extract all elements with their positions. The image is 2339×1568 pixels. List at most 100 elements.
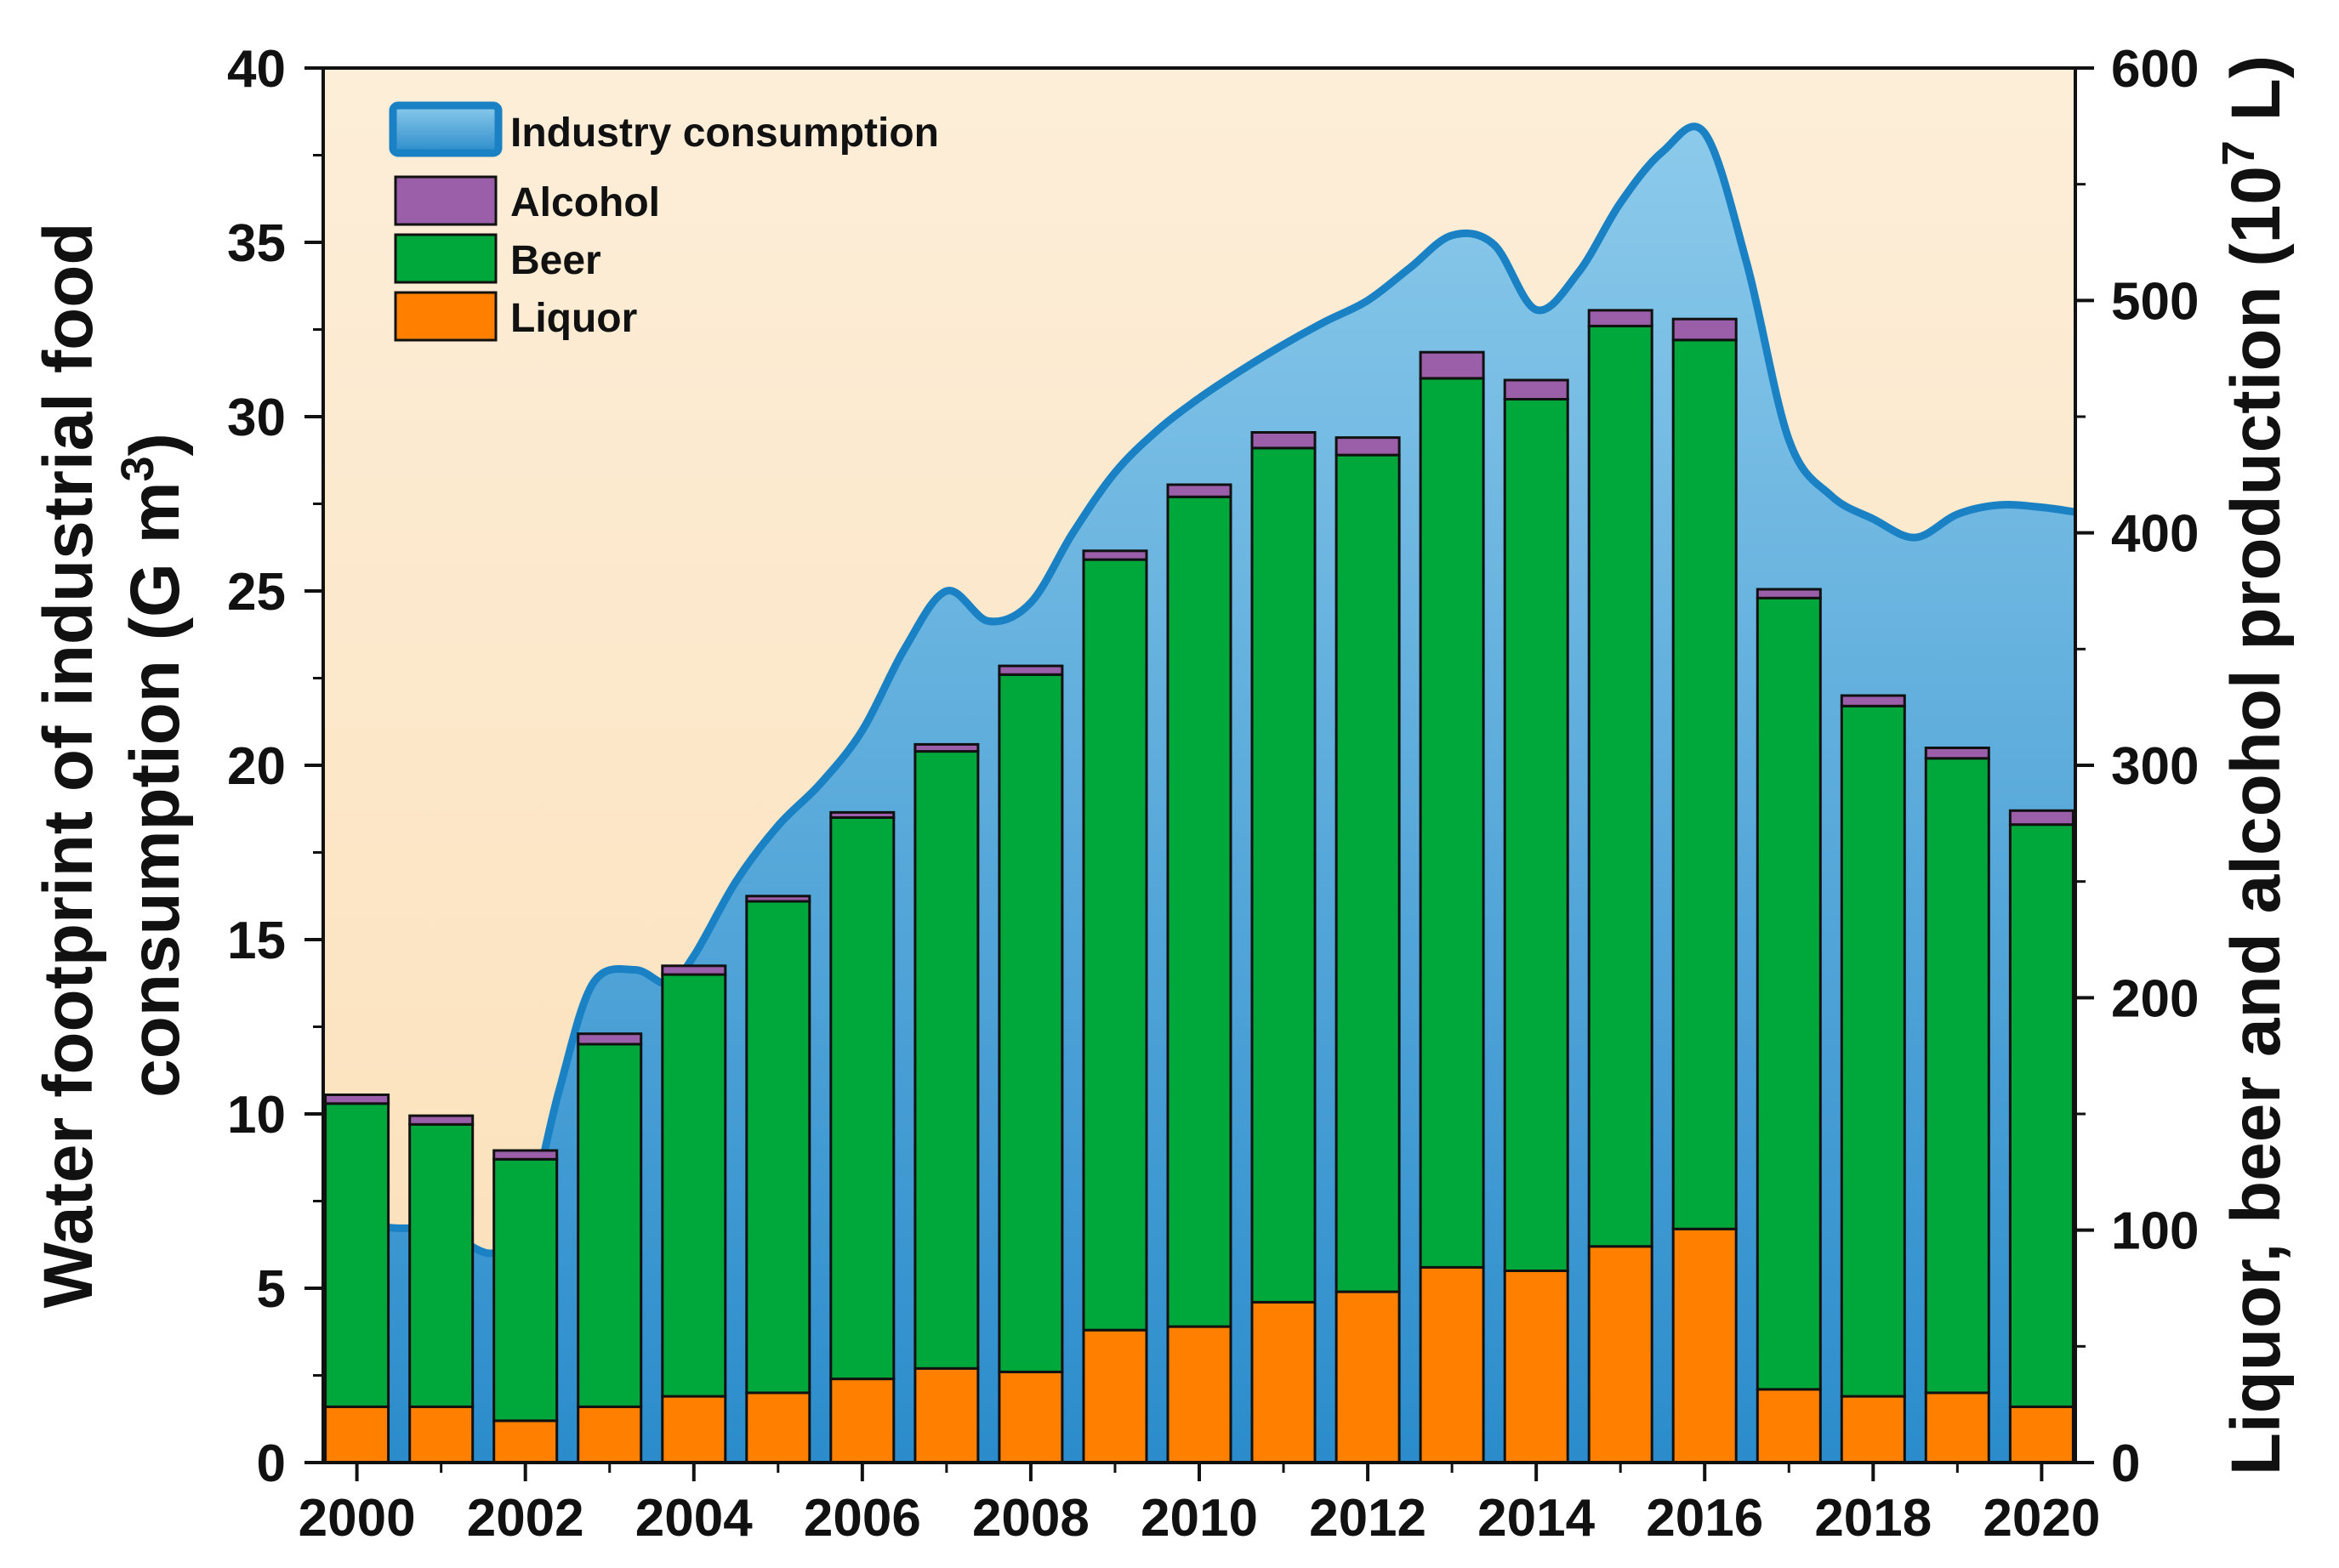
bar-alcohol-2006 <box>829 810 896 820</box>
bar-beer-2000 <box>324 1102 390 1408</box>
y2-tick-label-100: 100 <box>2111 1202 2199 1261</box>
bar-alcohol-2011 <box>1250 431 1317 450</box>
bar-beer-2003 <box>577 1042 643 1408</box>
y-tick-label-0: 0 <box>257 1434 286 1493</box>
bar-beer-2019 <box>1924 757 1990 1395</box>
bar-liquor-2002 <box>492 1419 559 1464</box>
bar-beer-2015 <box>1587 324 1653 1248</box>
bar-alcohol-2008 <box>998 664 1064 676</box>
x-tick-label-2008: 2008 <box>972 1489 1090 1548</box>
bar-beer-2011 <box>1250 446 1317 1304</box>
legend-label-beer: Beer <box>510 238 601 283</box>
bar-liquor-2019 <box>1924 1391 1990 1464</box>
bar-liquor-2020 <box>2008 1405 2074 1464</box>
x-tick-label-2006: 2006 <box>804 1489 921 1548</box>
y-tick-label-30: 30 <box>227 389 286 447</box>
y-tick-label-35: 35 <box>227 214 286 273</box>
y2-tick-label-300: 300 <box>2111 737 2199 796</box>
x-tick-label-2018: 2018 <box>1814 1489 1932 1548</box>
bar-liquor-2001 <box>408 1405 475 1464</box>
bar-liquor-2011 <box>1250 1300 1317 1464</box>
x-tick-label-2010: 2010 <box>1141 1489 1258 1548</box>
legend-swatch-industry <box>389 101 503 157</box>
bar-alcohol-2018 <box>1840 694 1906 707</box>
bar-layer <box>324 309 2074 1464</box>
x-tick-label-2004: 2004 <box>635 1489 753 1548</box>
bar-beer-2010 <box>1166 495 1232 1328</box>
y-tick-label-20: 20 <box>227 737 286 796</box>
bar-alcohol-2019 <box>1924 747 1990 760</box>
bar-alcohol-2013 <box>1419 350 1485 380</box>
legend-label-alcohol: Alcohol <box>510 180 660 225</box>
bar-beer-2017 <box>1756 596 1822 1391</box>
bar-alcohol-2000 <box>324 1094 390 1105</box>
bar-liquor-2004 <box>661 1395 727 1464</box>
y2-tick-label-200: 200 <box>2111 969 2199 1028</box>
bar-liquor-2013 <box>1419 1265 1485 1464</box>
bar-liquor-2015 <box>1587 1245 1653 1464</box>
bar-alcohol-2012 <box>1335 436 1401 457</box>
bar-alcohol-2002 <box>492 1149 559 1161</box>
legend: Industry consumption Alcohol Beer Liquor <box>389 101 939 342</box>
y2-tick-label-500: 500 <box>2111 272 2199 331</box>
bar-beer-2009 <box>1082 558 1148 1332</box>
bar-alcohol-2015 <box>1587 309 1653 327</box>
y-axis-title-line1: Water footprint of industrial food <box>30 223 107 1309</box>
bar-beer-2001 <box>408 1122 475 1408</box>
y-tick-label-15: 15 <box>227 912 286 970</box>
bar-alcohol-2009 <box>1082 549 1148 561</box>
legend-swatch-beer <box>394 233 498 284</box>
bar-alcohol-2020 <box>2008 809 2074 827</box>
bar-liquor-2006 <box>829 1378 896 1464</box>
y-axis-title-line2: consumption (G m3) <box>112 433 194 1098</box>
y-tick-label-40: 40 <box>227 40 286 99</box>
industry-area-line <box>323 122 2075 1258</box>
bar-alcohol-2014 <box>1503 378 1569 401</box>
bar-beer-2007 <box>913 750 980 1370</box>
bar-liquor-2016 <box>1671 1227 1738 1464</box>
bar-beer-2014 <box>1503 398 1569 1272</box>
bar-alcohol-2001 <box>408 1114 475 1126</box>
x-tick-label-2012: 2012 <box>1309 1489 1426 1548</box>
bar-liquor-2007 <box>913 1366 980 1464</box>
bar-liquor-2010 <box>1166 1325 1232 1464</box>
bar-beer-2002 <box>492 1157 559 1423</box>
bar-liquor-2012 <box>1335 1290 1401 1464</box>
legend-label-liquor: Liquor <box>510 296 637 341</box>
bar-alcohol-2016 <box>1671 317 1738 342</box>
bar-beer-2006 <box>829 816 896 1381</box>
legend-label-industry: Industry consumption <box>510 111 939 156</box>
y2-tick-label-400: 400 <box>2111 505 2199 564</box>
x-tick-label-2014: 2014 <box>1477 1489 1595 1548</box>
x-tick-label-2002: 2002 <box>467 1489 584 1548</box>
bar-beer-2012 <box>1335 453 1401 1293</box>
bar-alcohol-2010 <box>1166 483 1232 498</box>
bar-beer-2013 <box>1419 377 1485 1269</box>
x-tick-label-2016: 2016 <box>1646 1489 1763 1548</box>
y2-axis-title: Liquor, beer and alcohol production (107… <box>2213 55 2295 1475</box>
bar-beer-2016 <box>1671 338 1738 1230</box>
y2-tick-label-0: 0 <box>2111 1434 2140 1493</box>
y-tick-label-10: 10 <box>227 1086 286 1145</box>
y-tick-label-5: 5 <box>257 1260 286 1319</box>
legend-swatch-liquor <box>394 291 498 342</box>
bar-liquor-2014 <box>1503 1270 1569 1464</box>
bar-liquor-2009 <box>1082 1328 1148 1464</box>
bar-alcohol-2004 <box>661 964 727 976</box>
bar-liquor-2008 <box>998 1370 1064 1464</box>
bar-beer-2020 <box>2008 823 2074 1408</box>
bar-liquor-2017 <box>1756 1388 1822 1464</box>
x-tick-label-2000: 2000 <box>299 1489 416 1548</box>
bar-alcohol-2003 <box>577 1032 643 1046</box>
bar-liquor-2005 <box>745 1391 811 1464</box>
bar-beer-2005 <box>745 900 811 1395</box>
y-tick-label-25: 25 <box>227 563 286 622</box>
bar-alcohol-2005 <box>745 895 811 903</box>
bar-beer-2018 <box>1840 704 1906 1398</box>
bar-liquor-2003 <box>577 1405 643 1464</box>
bar-alcohol-2007 <box>913 742 980 753</box>
bar-beer-2004 <box>661 973 727 1398</box>
bar-alcohol-2017 <box>1756 588 1822 599</box>
